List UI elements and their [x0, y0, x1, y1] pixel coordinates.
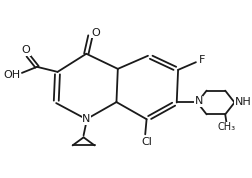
Text: NH: NH — [233, 98, 250, 108]
Text: Cl: Cl — [141, 137, 151, 147]
Text: N: N — [194, 96, 202, 106]
Text: O: O — [91, 28, 100, 38]
Text: F: F — [198, 55, 204, 65]
Text: CH₃: CH₃ — [217, 122, 235, 132]
Text: OH: OH — [4, 70, 21, 80]
Text: N: N — [82, 114, 90, 124]
Text: O: O — [22, 45, 30, 55]
